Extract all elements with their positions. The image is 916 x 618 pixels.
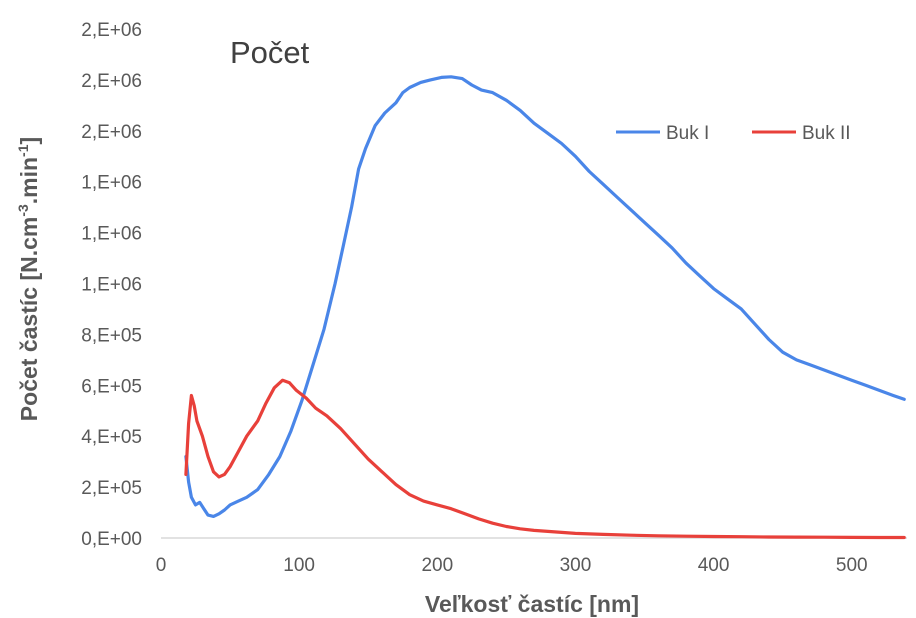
y-tick-label: 4,E+05	[81, 427, 142, 448]
y-tick-label: 1,E+06	[81, 224, 142, 245]
y-axis-title: Počet častíc [N.cm-3.min-1]	[15, 137, 42, 421]
x-tick-label: 200	[421, 555, 453, 576]
series-lines	[184, 75, 906, 540]
legend: Buk I Buk II	[616, 123, 851, 144]
legend-label-buk-ii: Buk II	[802, 123, 851, 144]
y-tick-label: 0,E+00	[81, 529, 142, 550]
y-axis-title-mid: .min	[16, 157, 42, 204]
y-tick-label: 1,E+06	[81, 173, 142, 194]
y-tick-labels: 0,E+00 2,E+05 4,E+05 6,E+05 8,E+05 1,E+06 1,E+…	[81, 20, 142, 550]
x-tick-label: 100	[283, 555, 315, 576]
y-tick-label: 2,E+06	[81, 122, 142, 143]
y-tick-label: 2,E+06	[81, 20, 142, 41]
y-tick-label: 2,E+05	[81, 478, 142, 499]
y-axis-title-sup-1: -3	[15, 204, 31, 217]
y-tick-label: 1,E+06	[81, 275, 142, 296]
y-tick-label: 8,E+05	[81, 325, 142, 346]
x-tick-label: 0	[156, 555, 167, 576]
x-tick-label: 300	[560, 555, 592, 576]
y-axis-title-end: ]	[16, 137, 42, 145]
series-line-buk-i	[184, 75, 906, 518]
series-line-buk-ii	[184, 378, 906, 540]
x-axis-title: Veľkosť častíc [nm]	[425, 591, 639, 617]
chart-annotation: Počet	[230, 35, 310, 70]
legend-label-buk-i: Buk I	[666, 123, 709, 144]
x-tick-labels: 0 100 200 300 400 500	[156, 555, 868, 576]
y-tick-label: 6,E+05	[81, 376, 142, 397]
x-tick-label: 400	[698, 555, 730, 576]
y-axis-title-sup-2: -1	[15, 144, 31, 157]
y-tick-label: 2,E+06	[81, 71, 142, 92]
y-axis-title-main: Počet častíc [N.cm	[16, 217, 42, 422]
x-tick-label: 500	[836, 555, 868, 576]
